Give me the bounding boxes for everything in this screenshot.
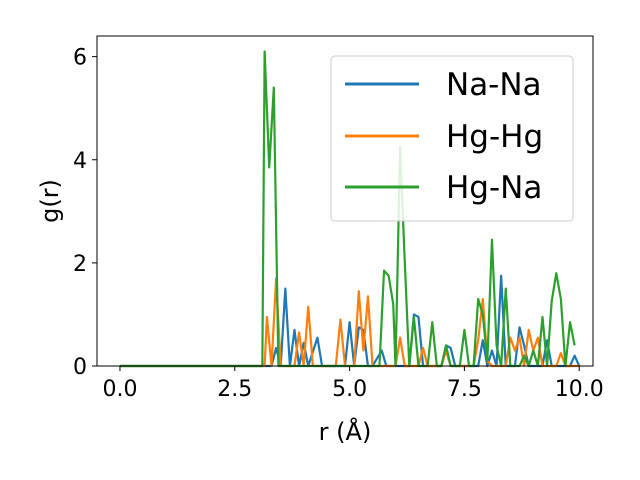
x-tick-label: 10.0 xyxy=(555,377,604,402)
legend-box xyxy=(330,55,574,222)
legend: Na-Na Hg-Hg Hg-Na xyxy=(330,55,574,222)
axes-frame xyxy=(96,35,594,367)
legend-label-hg-hg: Hg-Hg xyxy=(446,119,543,155)
x-axis: 0.0 2.5 5.0 7.5 10.0 xyxy=(102,366,604,402)
y-tick-label: 2 xyxy=(73,252,87,277)
x-axis-label: r (Å) xyxy=(319,417,372,446)
x-tick-label: 7.5 xyxy=(447,377,482,402)
x-tick-label: 5.0 xyxy=(332,377,367,402)
y-tick-label: 0 xyxy=(73,355,87,380)
x-tick-label: 0.0 xyxy=(102,377,137,402)
legend-label-hg-na: Hg-Na xyxy=(446,170,542,206)
legend-label-na-na: Na-Na xyxy=(446,67,542,103)
y-axis: 0 2 4 6 xyxy=(73,46,97,380)
y-axis-label: g(r) xyxy=(36,179,64,223)
x-tick-label: 2.5 xyxy=(217,377,252,402)
y-tick-label: 4 xyxy=(73,149,87,174)
y-tick-label: 6 xyxy=(73,46,87,71)
